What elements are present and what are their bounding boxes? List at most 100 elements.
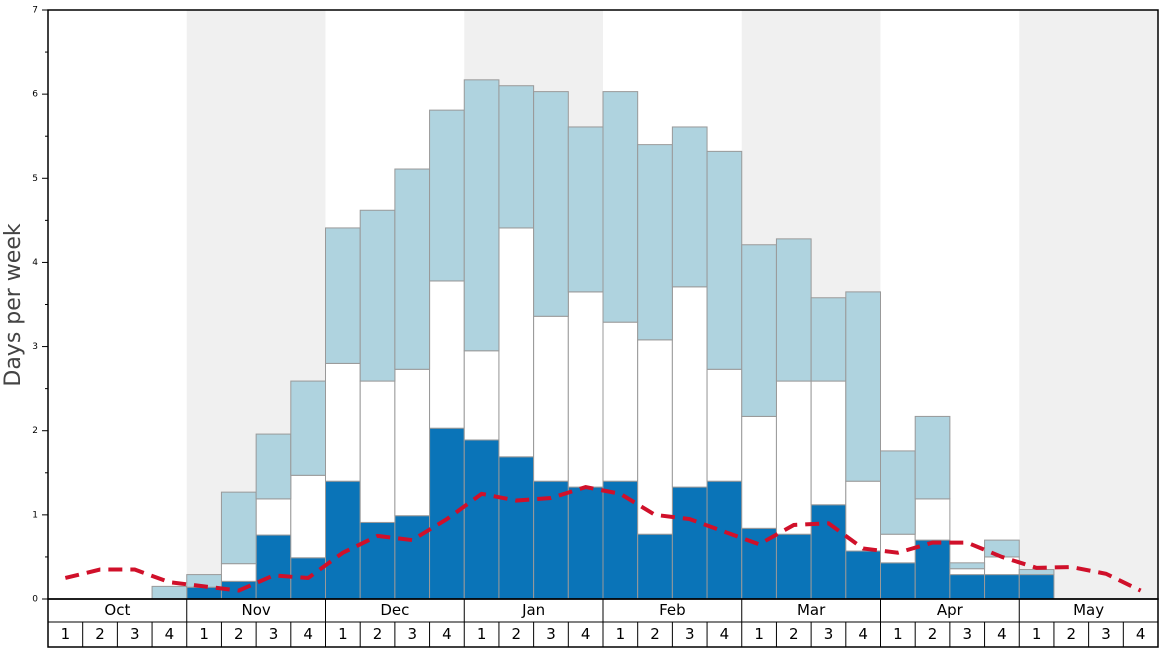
week-label: 4: [997, 625, 1007, 643]
bar-segment: [845, 550, 881, 600]
bar-segment: [325, 480, 361, 600]
month-label: Oct: [104, 601, 130, 619]
bar-segment: [255, 498, 292, 536]
bar-segment: [602, 91, 639, 323]
week-label: 4: [303, 625, 313, 643]
bar-segment: [359, 209, 396, 382]
bar-segment: [984, 539, 1020, 558]
week-label: 4: [165, 625, 175, 643]
bar-segment: [671, 486, 708, 600]
bar-segment: [290, 474, 326, 559]
y-tick-label: 7: [32, 6, 38, 16]
week-label: 3: [824, 625, 834, 643]
bar-segment: [949, 574, 986, 600]
bar-segment: [880, 450, 916, 535]
month-label: Mar: [797, 601, 826, 619]
bar-segment: [741, 244, 777, 417]
week-label: 1: [61, 625, 71, 643]
bar-segment: [498, 227, 535, 458]
week-label: 1: [1032, 625, 1042, 643]
bar-segment: [394, 168, 431, 370]
week-label: 1: [754, 625, 764, 643]
bar-segment: [567, 126, 604, 293]
week-label: 4: [442, 625, 452, 643]
month-label: Nov: [241, 601, 270, 619]
bar-segment: [429, 280, 465, 429]
bar-segment: [810, 297, 847, 382]
bar-segment: [325, 362, 361, 482]
week-label: 2: [373, 625, 383, 643]
bar-segment: [429, 427, 465, 600]
bar-segment: [463, 79, 500, 352]
bar-segment: [706, 368, 743, 482]
y-tick-label: 6: [32, 90, 38, 100]
y-tick-label: 2: [32, 426, 38, 436]
week-label: 2: [928, 625, 938, 643]
week-label: 1: [893, 625, 903, 643]
bar-segment: [429, 109, 465, 282]
y-tick-label: 0: [32, 595, 38, 605]
bar-segment: [290, 380, 326, 476]
week-label: 4: [858, 625, 868, 643]
bar-segment: [880, 562, 916, 600]
bar-segment: [1018, 569, 1055, 576]
y-tick-label: 3: [32, 342, 38, 352]
month-band: [1019, 10, 1158, 599]
bar-segment: [463, 350, 500, 441]
bar-segment: [914, 415, 951, 500]
month-label: Dec: [380, 601, 409, 619]
line-series: [64, 485, 1142, 593]
bar-segment: [463, 439, 500, 600]
bar-segment: [602, 321, 639, 482]
bar-segment: [498, 456, 535, 600]
week-label: 2: [512, 625, 522, 643]
bar-segment: [394, 515, 431, 600]
bar-segment: [567, 291, 604, 488]
week-label: 2: [1067, 625, 1077, 643]
bar-segment: [775, 238, 812, 382]
y-axis-label: Days per week: [1, 223, 26, 386]
week-label: 1: [338, 625, 348, 643]
month-label: Apr: [937, 601, 964, 619]
bar-segment: [220, 491, 257, 565]
bar-segment: [637, 144, 673, 341]
bar-segment: [498, 85, 535, 229]
bar-segment: [949, 568, 986, 576]
month-label: May: [1073, 601, 1104, 619]
week-label: 2: [789, 625, 799, 643]
bar-segment: [914, 539, 951, 600]
week-label: 2: [234, 625, 244, 643]
bar-segment: [914, 498, 951, 541]
week-label: 4: [720, 625, 730, 643]
bar-segment: [671, 126, 708, 288]
bar-segment: [810, 380, 847, 506]
week-label: 3: [685, 625, 695, 643]
bar-segment: [845, 291, 881, 482]
bar-segment: [359, 380, 396, 523]
week-label: 1: [616, 625, 626, 643]
bar-segment: [533, 91, 569, 317]
bar-segment: [706, 150, 743, 370]
bar-segment: [325, 227, 361, 364]
week-label: 3: [269, 625, 279, 643]
bar-segment: [567, 486, 604, 600]
y-tick-label: 1: [32, 510, 38, 520]
bar-segment: [984, 574, 1020, 600]
week-label: 1: [199, 625, 209, 643]
bar-segment: [220, 563, 257, 582]
week-label: 2: [95, 625, 105, 643]
bar-segment: [706, 480, 743, 600]
week-label: 4: [1136, 625, 1146, 643]
bar-segment: [637, 339, 673, 535]
bar-segment: [775, 533, 812, 600]
bar-segment: [533, 315, 569, 482]
week-label: 3: [1101, 625, 1111, 643]
bar-segment: [394, 368, 431, 517]
month-label: Feb: [659, 601, 686, 619]
bar-segment: [671, 286, 708, 488]
bar-segment: [775, 380, 812, 535]
bar-segment: [949, 562, 986, 570]
week-label: 2: [650, 625, 660, 643]
